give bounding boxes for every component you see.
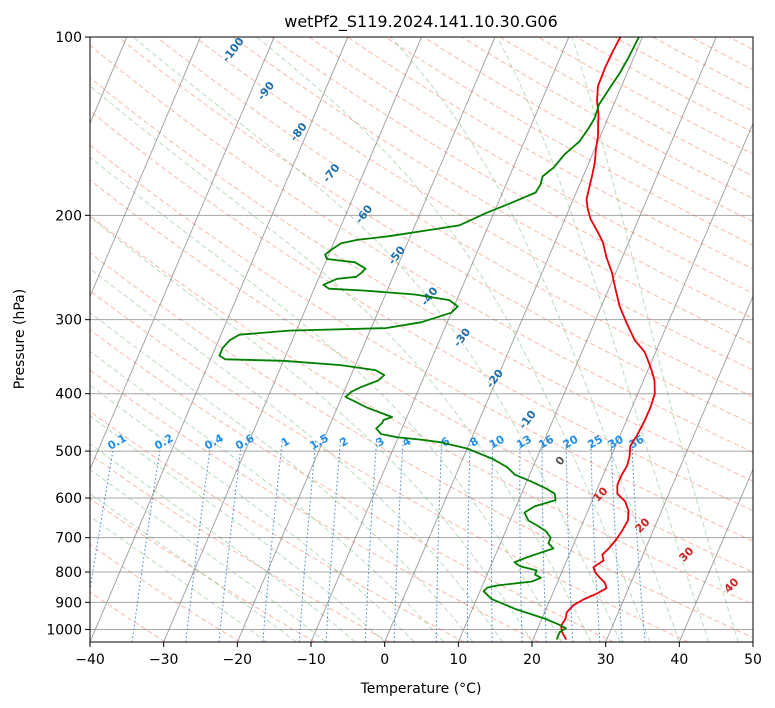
y-tick-label: 1000 xyxy=(46,622,82,638)
mixing-ratio-line xyxy=(435,440,443,642)
dry-adiabat xyxy=(90,369,540,642)
mixing-ratio-line xyxy=(325,440,342,642)
profile-series xyxy=(218,37,656,640)
dry-adiabat xyxy=(90,215,753,606)
moist-adiabat xyxy=(90,267,503,642)
moist-adiabat xyxy=(90,443,356,642)
temperature-profile xyxy=(560,37,656,640)
mixing-ratio-line xyxy=(491,440,494,642)
moist-adiabat xyxy=(571,37,739,642)
chart-title: wetPf2_S119.2024.141.10.30.G06 xyxy=(284,12,558,32)
mixing-ratio-line xyxy=(364,440,378,642)
moist-adiabat xyxy=(90,311,474,642)
mixing-ratio-line xyxy=(519,440,523,642)
moist-adiabat xyxy=(90,492,297,642)
y-tick-label: 900 xyxy=(55,595,82,611)
mixing-ratio-line xyxy=(131,440,162,642)
y-axis: 100 200 300 400 500 600 700 800 900 1000 xyxy=(46,30,90,638)
moist-adiabat xyxy=(90,156,562,642)
dry-adiabat xyxy=(347,37,753,270)
y-tick-label: 300 xyxy=(55,313,82,329)
x-tick-label: 10 xyxy=(449,652,467,668)
moist-adiabat xyxy=(496,37,710,642)
mixing-ratio-line xyxy=(218,440,243,642)
dry-adiabat xyxy=(308,37,753,295)
y-axis-label: Pressure (hPa) xyxy=(12,289,28,389)
mixing-ratio-line xyxy=(185,440,212,642)
y-tick-label: 700 xyxy=(55,531,82,547)
mixing-ratio-line xyxy=(631,440,646,642)
isotherm xyxy=(457,37,717,642)
y-tick-label: 400 xyxy=(55,387,82,403)
x-tick-label: 50 xyxy=(744,652,762,668)
mixing-ratio-line xyxy=(610,440,623,642)
moist-adiabat xyxy=(90,216,533,642)
isotherm xyxy=(163,37,422,642)
mixing-ratio-line xyxy=(466,440,471,642)
x-axis-label: Temperature (°C) xyxy=(360,681,482,697)
moist-adiabat xyxy=(90,384,415,642)
moist-adiabat xyxy=(389,37,680,642)
mixing-ratio-line xyxy=(90,440,116,593)
moist-adiabat xyxy=(90,415,386,642)
x-tick-label: 0 xyxy=(380,652,389,668)
isotherm xyxy=(384,37,643,642)
isotherm xyxy=(90,37,275,471)
x-axis: −40 −30 −20 −10 0 10 20 30 40 50 xyxy=(75,642,762,668)
mixing-ratio-line xyxy=(590,440,601,642)
mixing-ratio-line xyxy=(541,440,547,642)
dry-adiabat xyxy=(118,37,753,425)
dry-adiabat xyxy=(90,252,753,639)
background-lines xyxy=(90,37,753,642)
x-tick-label: 30 xyxy=(597,652,615,668)
moist-adiabat xyxy=(90,515,268,642)
x-tick-label: 40 xyxy=(670,652,688,668)
dry-adiabat xyxy=(156,37,753,398)
plot-frame xyxy=(89,36,754,643)
isotherm xyxy=(90,37,349,642)
x-tick-label: −40 xyxy=(75,652,105,668)
mixing-ratio-line xyxy=(565,440,574,642)
moist-adiabat xyxy=(90,468,327,642)
mixing-ratio-line xyxy=(298,440,317,642)
isotherm xyxy=(90,37,201,298)
mixing-ratio-line xyxy=(262,440,283,642)
x-tick-label: −10 xyxy=(296,652,326,668)
isotherm xyxy=(531,122,753,642)
dry-adiabat xyxy=(194,37,753,371)
isotherm xyxy=(236,37,496,642)
dry-adiabat xyxy=(232,37,753,345)
x-tick-label: −30 xyxy=(149,652,179,668)
dry-adiabat xyxy=(90,179,753,573)
x-tick-label: 20 xyxy=(523,652,541,668)
y-tick-label: 200 xyxy=(55,208,82,224)
x-tick-label: −20 xyxy=(223,652,253,668)
y-tick-label: 500 xyxy=(55,444,82,460)
moist-adiabat xyxy=(90,85,592,642)
dry-adiabat xyxy=(90,110,753,512)
y-tick-label: 800 xyxy=(55,565,82,581)
moist-adiabat xyxy=(132,37,621,642)
dewpoint-profile xyxy=(218,37,640,640)
isotherm xyxy=(310,37,570,642)
isotherm xyxy=(678,467,753,642)
dry-adiabat xyxy=(423,37,753,223)
isotherm xyxy=(605,295,753,642)
dry-adiabat xyxy=(90,290,689,642)
y-tick-label: 100 xyxy=(55,30,82,46)
dry-adiabat xyxy=(90,44,753,454)
dry-adiabat xyxy=(90,329,614,642)
y-tick-label: 600 xyxy=(55,491,82,507)
moist-adiabat xyxy=(90,350,444,642)
dry-adiabat xyxy=(90,77,753,482)
dry-adiabat xyxy=(461,37,753,200)
